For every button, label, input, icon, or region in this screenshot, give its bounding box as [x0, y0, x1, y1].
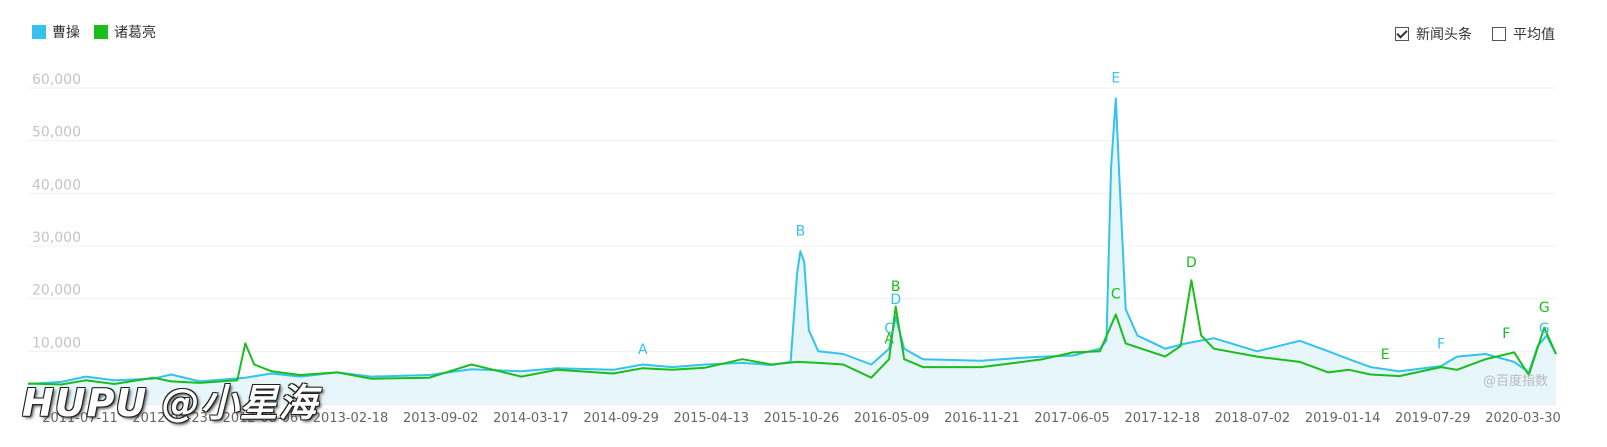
x-tick-label: 2014-03-17 [493, 411, 569, 426]
x-axis-ticks: 2011-07-11 2012-01-23 2012-08-06 2013-02-18… [42, 411, 1561, 426]
x-tick-label: 2020-03-30 [1485, 411, 1561, 426]
annotation-label: B [796, 223, 806, 239]
annotation-label: G [1539, 321, 1550, 337]
hupu-watermark: HUPU @小星海 [22, 381, 318, 425]
annotation-label: A [638, 342, 648, 358]
series-line-1 [27, 279, 1557, 386]
chart-lines [27, 97, 1557, 386]
chart-toggles: 新闻头条 平均值 [1395, 24, 1555, 44]
y-tick-label: 30,000 [32, 230, 81, 246]
average-toggle[interactable]: 平均值 [1492, 24, 1555, 44]
x-tick-label: 2013-02-18 [313, 411, 389, 426]
legend-swatch-zhugeliang [94, 25, 108, 39]
legend-label-zhugeliang: 诸葛亮 [114, 25, 156, 41]
legend: 曹操 诸葛亮 [32, 22, 156, 42]
legend-item-caocao[interactable]: 曹操 [32, 22, 80, 42]
y-tick-label: 20,000 [32, 283, 81, 299]
y-tick-label: 40,000 [32, 177, 81, 193]
average-label: 平均值 [1513, 27, 1555, 43]
series-area-0 [28, 98, 1556, 404]
x-tick-label: 2015-10-26 [764, 411, 840, 426]
x-tick-label: 2019-07-29 [1395, 411, 1471, 426]
y-tick-label: 50,000 [32, 125, 81, 141]
y-tick-label: 10,000 [32, 335, 81, 351]
baidu-index-watermark: @百度指数 [1483, 373, 1548, 389]
average-checkbox[interactable] [1492, 27, 1506, 41]
annotation-label: E [1381, 347, 1390, 363]
x-tick-label: 2014-09-29 [583, 411, 659, 426]
x-tick-label: 2016-11-21 [944, 411, 1020, 426]
legend-label-caocao: 曹操 [52, 25, 80, 41]
x-tick-label: 2011-07-11 [42, 411, 118, 426]
news-headline-toggle[interactable]: 新闻头条 [1395, 24, 1472, 44]
x-tick-label: 2018-07-02 [1215, 411, 1291, 426]
y-tick-label: 60,000 [32, 72, 81, 88]
annotation-label: C [1111, 287, 1121, 303]
x-tick-label: 2017-12-18 [1124, 411, 1200, 426]
annotation-label: C [884, 321, 894, 337]
x-tick-label: 2013-09-02 [403, 411, 479, 426]
series-line-0 [27, 97, 1557, 385]
legend-item-zhugeliang[interactable]: 诸葛亮 [94, 22, 156, 42]
annotation-label: A [884, 331, 894, 347]
x-tick-label: 2012-08-06 [223, 411, 299, 426]
x-tick-label: 2016-05-09 [854, 411, 930, 426]
x-tick-label: 2017-06-05 [1034, 411, 1110, 426]
y-axis-ticks: 10,000 20,000 30,000 40,000 50,000 60,000 [32, 72, 81, 351]
annotation-label: F [1437, 337, 1445, 353]
news-headline-checkbox[interactable] [1395, 27, 1409, 41]
chart-areas [28, 98, 1556, 404]
x-tick-label: 2012-01-23 [132, 411, 208, 426]
annotation-label: E [1111, 71, 1120, 87]
annotation-label: D [890, 292, 901, 308]
x-tick-label: 2019-01-14 [1305, 411, 1381, 426]
annotation-label: F [1502, 326, 1510, 342]
annotation-label: B [891, 279, 901, 295]
annotation-label: D [1186, 255, 1197, 271]
x-tick-label: 2015-04-13 [674, 411, 750, 426]
news-headline-label: 新闻头条 [1416, 27, 1472, 43]
legend-swatch-caocao [32, 25, 46, 39]
annotation-label: G [1539, 300, 1550, 316]
